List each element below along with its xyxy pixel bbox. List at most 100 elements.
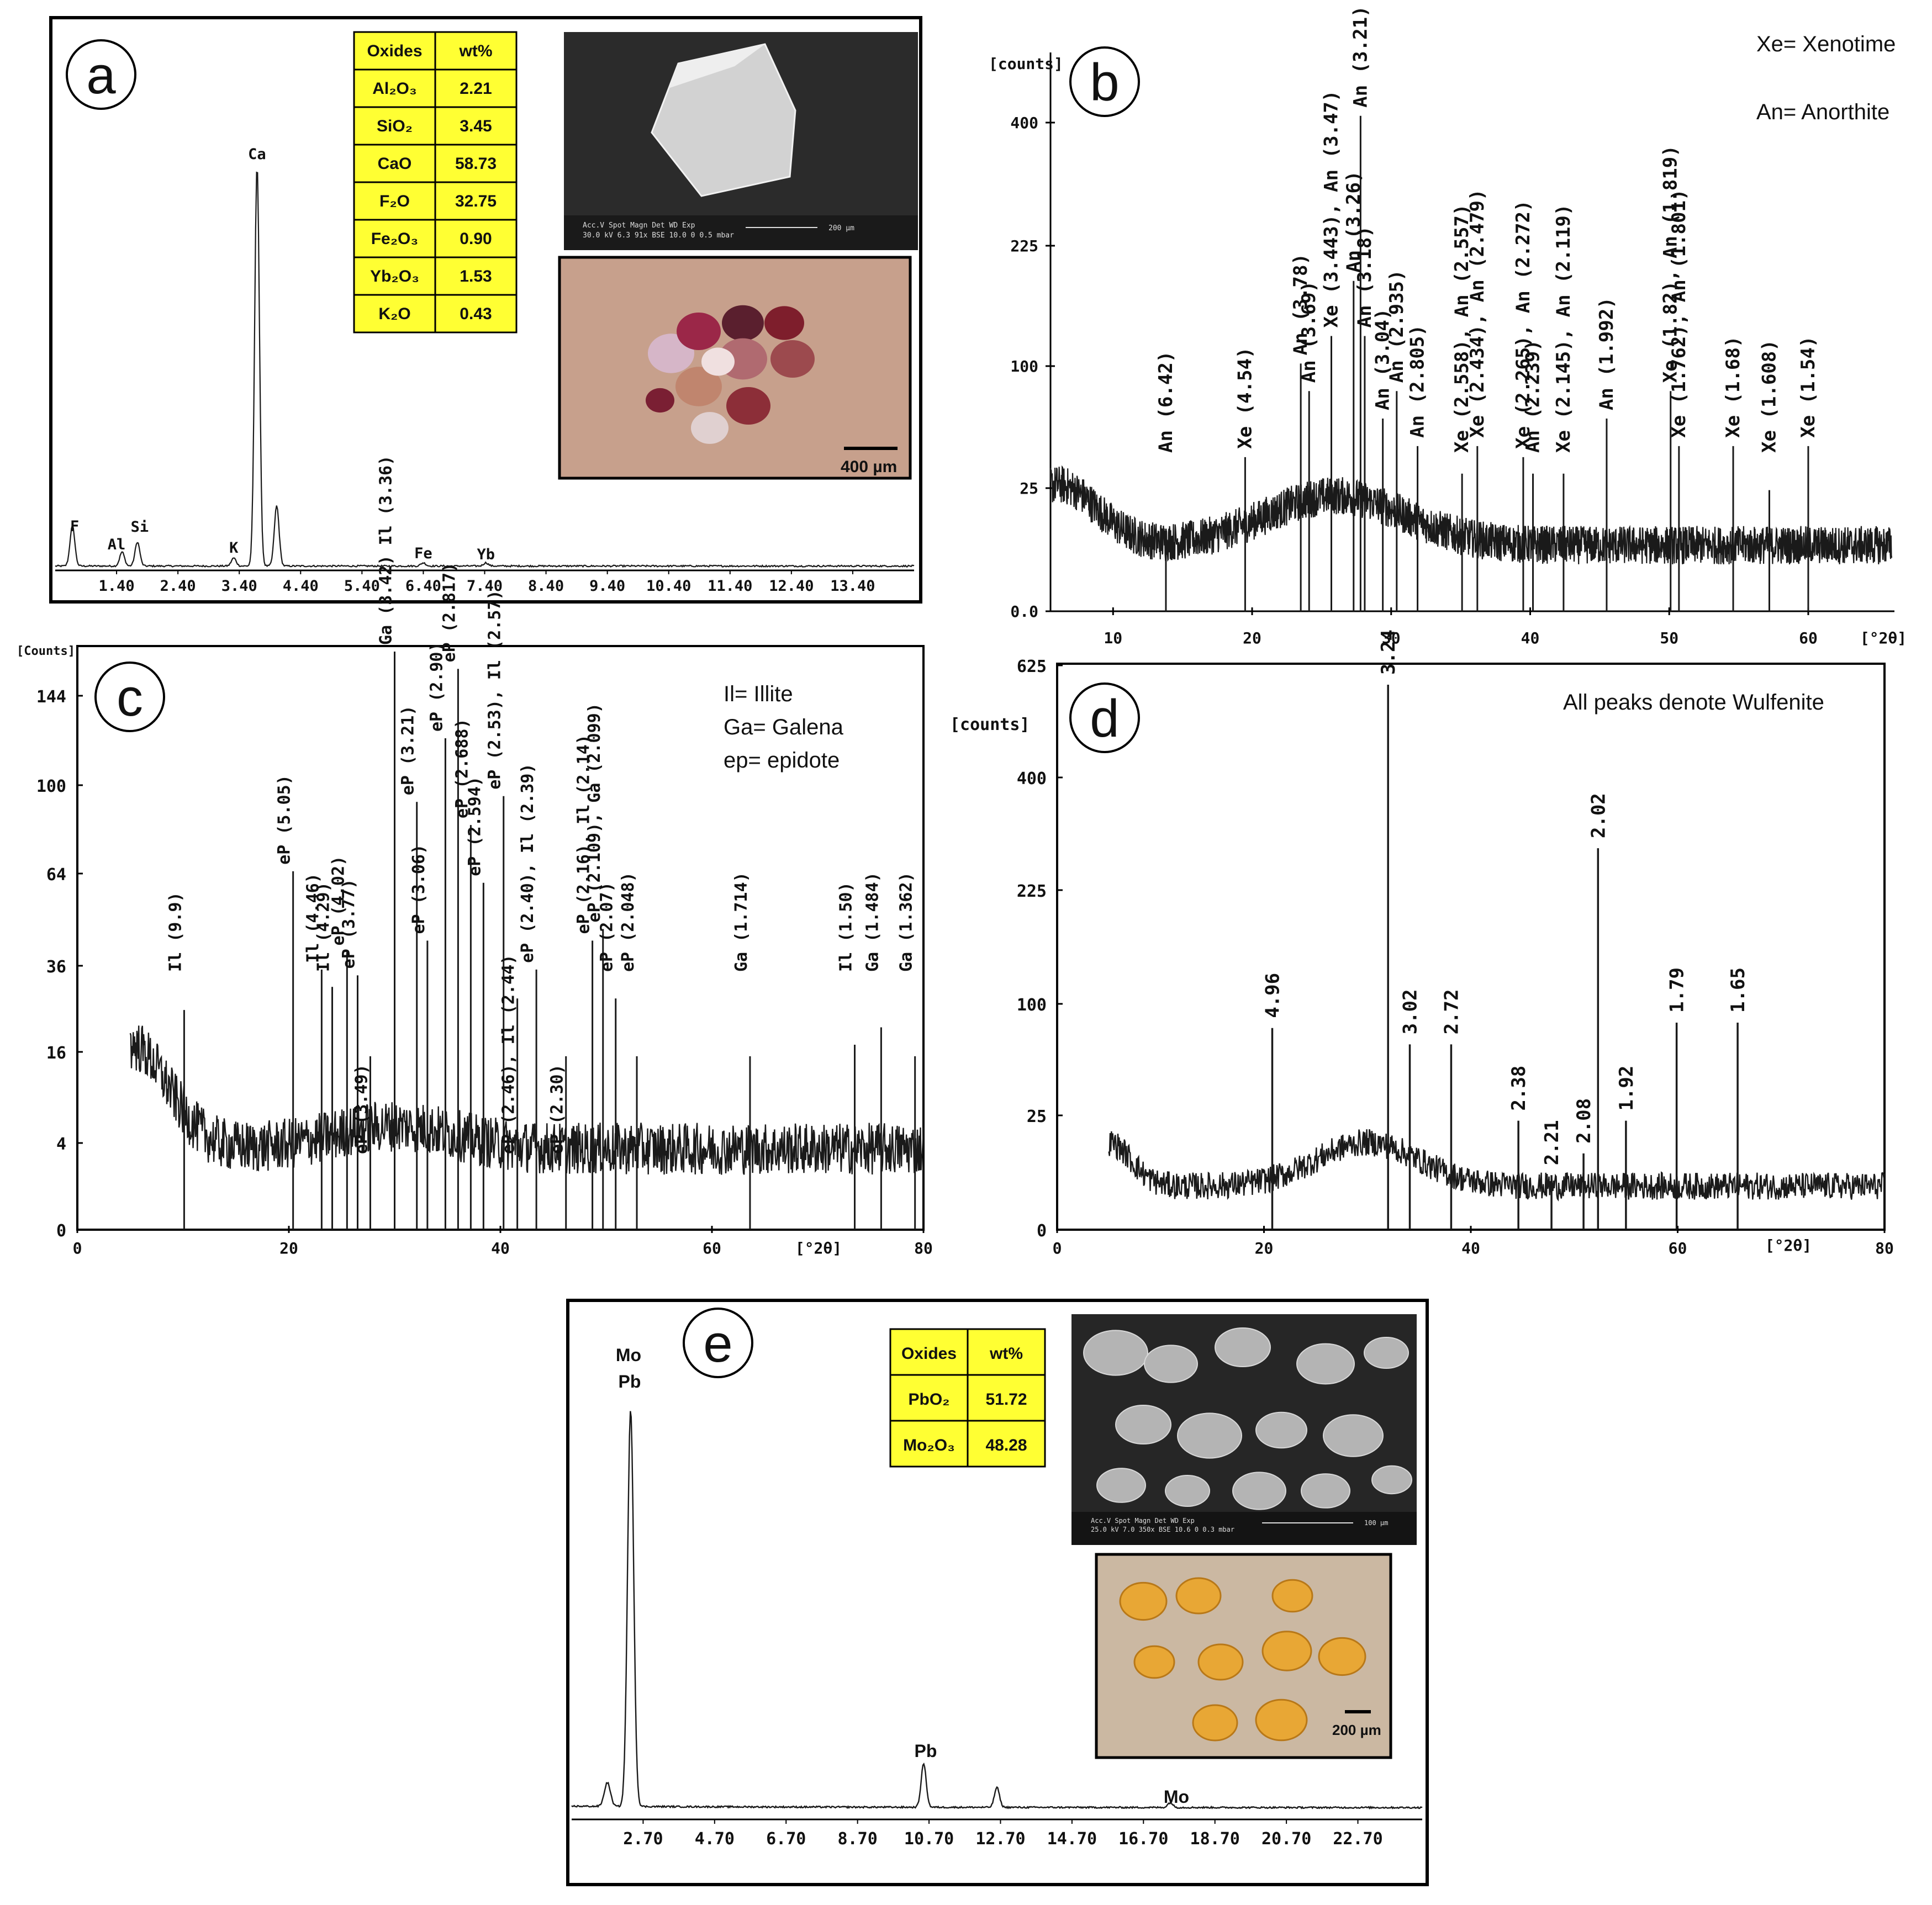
peak-label: Ga (3.42) Il (3.36) [377, 456, 396, 645]
panel-label: e [703, 1314, 732, 1373]
panel-e: e 2.70 4.70 6.70 8.70 10.70 12.70 14.70 16.70 18.… [566, 1299, 1429, 1886]
mineral-grain [1296, 1343, 1355, 1385]
legend-entry: Xe= Xenotime [1756, 32, 1896, 56]
x-tick-label: 12.40 [769, 578, 814, 595]
x-tick-label: 30 [1382, 629, 1401, 647]
peak-label: Xe (2.434), An (2.479) [1466, 189, 1488, 438]
mineral-grain [677, 313, 721, 350]
table-cell [434, 294, 518, 334]
x-tick-label: 50 [1660, 629, 1678, 647]
peak-label: An (1.992) [1596, 297, 1618, 410]
peak-label: Ca [248, 146, 266, 163]
plot-frame [1056, 663, 1886, 1231]
mineral-grain [1197, 1643, 1244, 1681]
peak-label: Xe (1.82), An (1.819) [1660, 145, 1682, 383]
oxide-name: PbO₂ [909, 1390, 950, 1409]
mineral-grain [1232, 1472, 1286, 1510]
oxide-value: 58.73 [455, 155, 497, 173]
diffraction-trace [129, 1025, 925, 1175]
peak-label: 4.96 [1261, 973, 1284, 1018]
peak-label: An (3.78) [1290, 253, 1312, 355]
peak-label: 1.79 [1666, 967, 1688, 1013]
x-tick-label: 16.70 [1118, 1829, 1168, 1849]
table-cell [434, 256, 518, 296]
x-tick-label: 10.40 [646, 578, 691, 595]
x-tick-label: 6.70 [766, 1829, 806, 1849]
mineral-grain [1192, 1704, 1238, 1742]
sem-caption: Acc.V Spot Magn Det WD Exp [583, 221, 695, 230]
y-tick-label: 400 [1010, 114, 1038, 132]
x-tick-label: 0 [1053, 1239, 1062, 1257]
x-tick-label: 6.40 [405, 578, 441, 595]
peak-label: K [229, 539, 239, 557]
mineral-grain [1215, 1327, 1271, 1367]
panel-label-circle [683, 1308, 753, 1378]
panel-label: b [1090, 53, 1119, 112]
peak-label: 2.38 [1508, 1066, 1530, 1111]
oxide-value: 51.72 [985, 1390, 1027, 1409]
peak-label: Mo [1164, 1787, 1189, 1807]
peak-label: An (2.805) [1407, 325, 1429, 438]
y-tick-label: 4 [56, 1135, 66, 1154]
peak-label: F [70, 518, 79, 535]
mineral-grain [1255, 1411, 1307, 1449]
oxide-value: 0.90 [460, 230, 492, 248]
y-unit-label: [counts] [950, 715, 1030, 734]
y-tick-label: 100 [1010, 357, 1038, 375]
table-header: wt% [989, 1345, 1023, 1363]
peak-label: eP (2.594) [465, 776, 484, 876]
panel-b: [counts] 400 225 100 25 0.0 10 20 30 40 50 60 [°2θ] A… [989, 6, 1907, 647]
peak-label: Xe (2.558), An (2.557) [1451, 204, 1473, 453]
x-tick-label: 5.40 [344, 578, 380, 595]
peak-label: Xe (1.54) [1797, 336, 1819, 438]
table-cell [434, 106, 518, 146]
peak-label: Il (4.46) [303, 873, 323, 963]
peak-label: eP (2.109), Ga (2.099) [585, 703, 604, 922]
oxide-name: Mo₂O₃ [903, 1436, 955, 1454]
x-tick-label: 4.40 [283, 578, 319, 595]
peak-label: eP (2.688) [452, 718, 472, 818]
panel-label-circle [1069, 682, 1140, 753]
legend-entry: An= Anorthite [1756, 100, 1889, 124]
mineral-grain [1364, 1337, 1409, 1369]
panel-label-circle [1069, 46, 1140, 117]
y-tick-label: 25 [1020, 479, 1038, 498]
peak-label: An (3.04) [1372, 309, 1394, 410]
oxide-name: Fe₂O₃ [371, 230, 419, 248]
mineral-grain [1271, 1579, 1313, 1613]
mineral-grain [764, 306, 804, 340]
mineral-grain [701, 347, 735, 376]
mineral-grain [1133, 1645, 1175, 1679]
y-unit-label: [counts] [989, 55, 1063, 73]
scale-bar-label: 200 µm [828, 224, 854, 232]
mineral-grain [1255, 1698, 1308, 1742]
x-tick-label: 80 [1875, 1239, 1894, 1257]
oxide-value: 32.75 [455, 192, 497, 210]
mineral-grain [1115, 1405, 1171, 1444]
legend-entry: ep= epidote [724, 748, 840, 772]
x-tick-label: 14.70 [1047, 1829, 1097, 1849]
peak-label: An (3.18) [1354, 226, 1376, 327]
table-cell [967, 1374, 1046, 1422]
peak-label: Mo [616, 1345, 641, 1365]
peak-label: Il (1.50) [837, 882, 856, 972]
table-cell [889, 1420, 969, 1468]
peak-label: Xe (4.54) [1234, 347, 1256, 449]
x-tick-label: 20 [1243, 629, 1261, 647]
peak-label: Yb [477, 546, 495, 563]
mineral-grain [1323, 1414, 1384, 1457]
y-tick-label: 100 [1017, 996, 1047, 1015]
peak-label: Ga (1.362) [897, 872, 916, 972]
y-tick-label: 100 [36, 777, 66, 796]
x-tick-label: 40 [1521, 629, 1540, 647]
x-tick-label: 8.40 [528, 578, 564, 595]
peak-label: eP (2.817) [440, 563, 459, 663]
sem-databar [564, 215, 918, 250]
x-tick-label: 20 [1255, 1239, 1274, 1257]
peak-label: eP (5.05) [275, 775, 294, 865]
y-tick-label: 625 [1017, 657, 1047, 676]
peak-label: Pb [915, 1741, 937, 1761]
scale-bar-label: 400 µm [841, 458, 897, 476]
y-tick-label: 225 [1017, 882, 1047, 901]
